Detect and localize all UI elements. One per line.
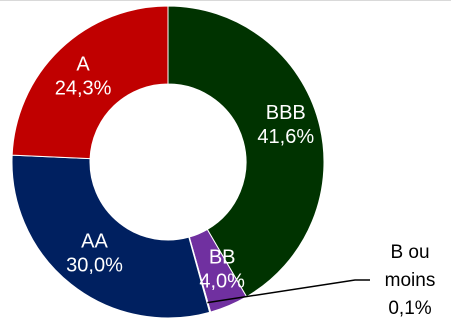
label-aa-value: 30,0% — [66, 254, 123, 276]
label-bbb-category: BBB — [266, 102, 306, 124]
label-bbb: BBB 41,6% — [257, 102, 314, 148]
label-bbb-value: 41,6% — [257, 126, 314, 148]
label-bb-value: 4,0% — [199, 271, 245, 293]
label-b-ou-moins-category-line-2: moins — [385, 270, 436, 291]
donut-slices — [11, 5, 325, 319]
label-a-category: A — [76, 53, 90, 75]
label-b-ou-moins-category-line-1: B ou — [390, 242, 429, 263]
label-bb: BB 4,0% — [199, 247, 245, 293]
label-b-ou-moins-value: 0,1% — [388, 298, 431, 319]
slice-a — [11, 5, 169, 160]
label-a-value: 24,3% — [55, 77, 112, 99]
slice-aa — [11, 154, 211, 319]
label-bb-category: BB — [209, 247, 236, 269]
top-divider — [0, 0, 451, 1]
leader-line-b-ou-moins — [207, 279, 370, 304]
label-a: A 24,3% — [55, 53, 112, 99]
slice-bbb — [167, 5, 325, 298]
donut-labels: BBB 41,6% BB 4,0% B ou moins 0,1% AA 30,0% A 24,3% — [55, 53, 436, 319]
label-aa: AA 30,0% — [66, 230, 123, 276]
label-aa-category: AA — [81, 230, 108, 252]
label-b-ou-moins: B ou moins 0,1% — [385, 242, 436, 319]
